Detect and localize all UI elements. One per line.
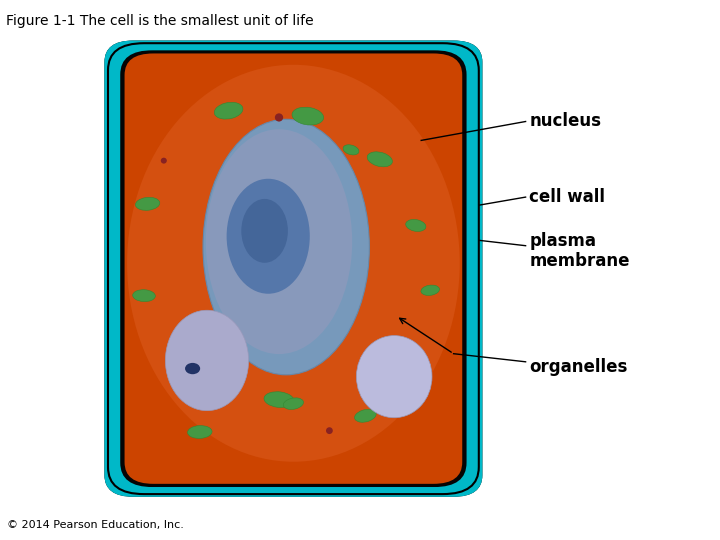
Ellipse shape [367,152,392,167]
Ellipse shape [227,179,310,294]
Text: organelles: organelles [529,358,628,376]
Ellipse shape [203,119,369,375]
Text: © 2014 Pearson Education, Inc.: © 2014 Pearson Education, Inc. [7,520,184,530]
Ellipse shape [264,392,294,408]
Ellipse shape [275,113,283,122]
Ellipse shape [283,398,304,409]
Ellipse shape [421,285,439,295]
Text: nucleus: nucleus [529,112,601,131]
Text: Figure 1-1 The cell is the smallest unit of life: Figure 1-1 The cell is the smallest unit… [6,14,313,28]
Ellipse shape [241,199,288,263]
Ellipse shape [161,158,167,164]
Ellipse shape [132,289,156,302]
Ellipse shape [405,219,426,232]
Ellipse shape [356,335,432,418]
FancyBboxPatch shape [120,50,467,487]
Ellipse shape [166,310,248,410]
FancyBboxPatch shape [108,43,479,494]
Ellipse shape [292,107,323,125]
Ellipse shape [127,65,460,462]
Ellipse shape [354,409,377,422]
Ellipse shape [187,426,212,438]
FancyBboxPatch shape [104,40,482,497]
Ellipse shape [343,145,359,155]
Ellipse shape [215,102,243,119]
Circle shape [185,363,200,374]
Ellipse shape [135,197,160,211]
Ellipse shape [326,427,333,434]
FancyBboxPatch shape [125,53,462,484]
Text: plasma
membrane: plasma membrane [529,232,630,270]
Text: cell wall: cell wall [529,188,606,206]
Ellipse shape [206,129,352,354]
